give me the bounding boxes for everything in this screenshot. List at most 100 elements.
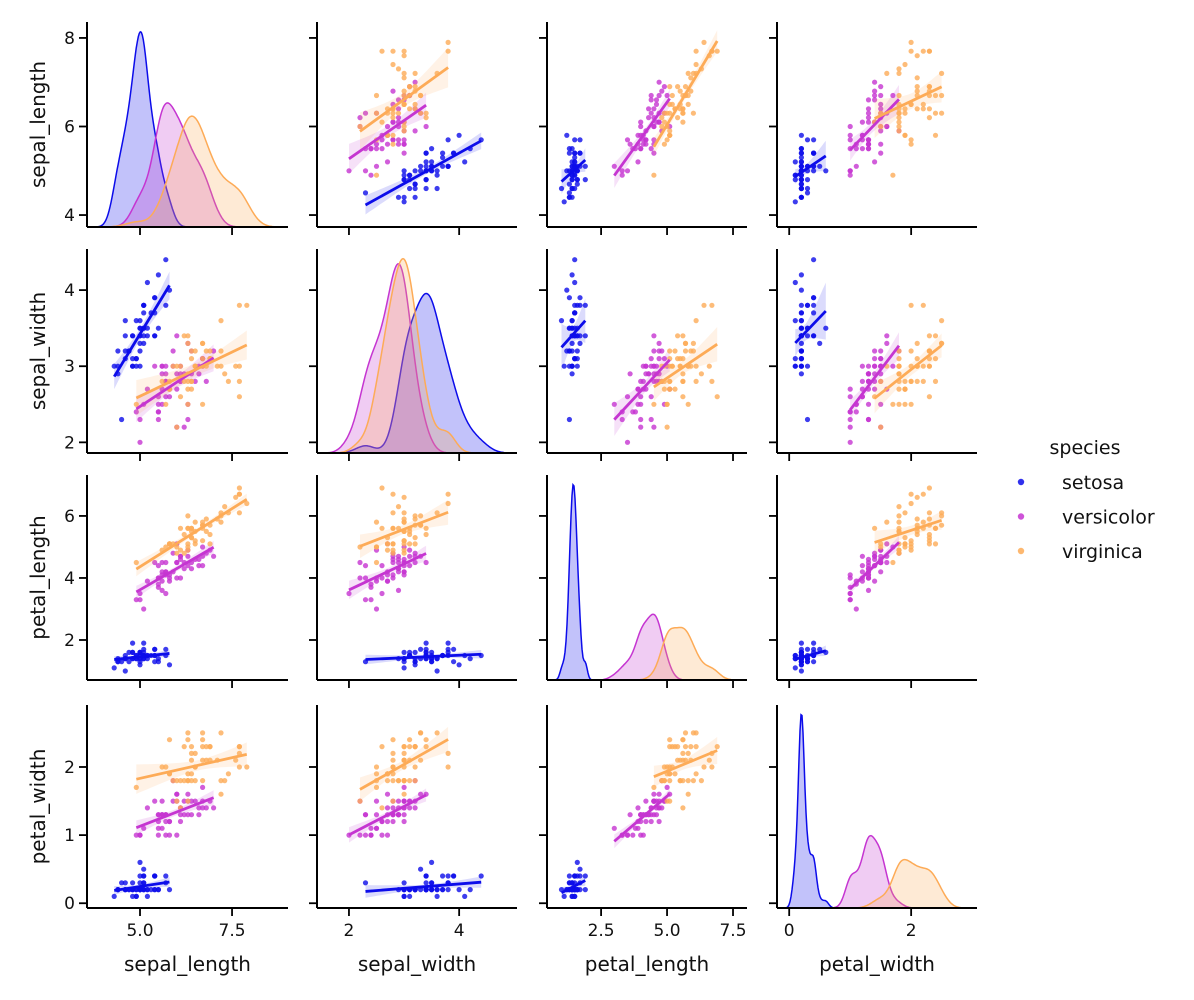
point — [401, 778, 407, 784]
point — [218, 730, 224, 736]
point — [920, 363, 926, 369]
point — [865, 146, 872, 152]
point — [177, 575, 184, 581]
point — [434, 185, 440, 192]
point — [196, 812, 202, 818]
y-tick-label: 4 — [64, 569, 75, 589]
point — [401, 168, 407, 174]
point — [896, 110, 902, 116]
point — [111, 363, 117, 369]
point — [878, 141, 884, 147]
point — [423, 159, 429, 165]
kde-line — [554, 482, 593, 681]
point — [680, 757, 686, 763]
point — [574, 302, 580, 308]
kde-line — [783, 713, 836, 909]
point — [218, 348, 224, 354]
point — [456, 132, 462, 138]
point — [163, 559, 169, 566]
point — [177, 547, 184, 553]
point — [823, 325, 829, 331]
point — [407, 106, 413, 112]
point — [141, 866, 147, 872]
point — [648, 416, 654, 423]
kde-area — [851, 859, 968, 908]
point — [896, 356, 902, 362]
point — [574, 348, 580, 354]
point — [680, 805, 686, 811]
point — [440, 154, 446, 161]
point — [412, 535, 418, 541]
kde-area — [94, 31, 190, 227]
point — [939, 318, 945, 324]
kde-area — [784, 714, 835, 908]
point — [163, 818, 169, 825]
point — [792, 318, 798, 324]
point — [896, 363, 902, 369]
point — [384, 578, 391, 584]
regression-line — [613, 358, 671, 421]
point — [418, 110, 424, 116]
point — [582, 873, 588, 879]
point — [884, 559, 890, 566]
y-tick-label: 2 — [64, 631, 75, 651]
point — [669, 744, 675, 750]
point — [569, 880, 575, 886]
point — [445, 137, 451, 143]
point — [412, 778, 418, 784]
point — [847, 439, 853, 445]
point — [878, 92, 884, 99]
point — [939, 92, 945, 99]
point — [395, 778, 402, 784]
point — [418, 163, 424, 169]
point — [203, 744, 209, 750]
point — [853, 409, 859, 415]
point — [395, 137, 402, 143]
point — [362, 110, 369, 116]
point — [635, 805, 641, 811]
point — [804, 363, 811, 369]
point — [445, 873, 451, 879]
point — [685, 70, 691, 76]
point — [192, 538, 198, 544]
point — [706, 757, 712, 763]
point — [611, 401, 617, 407]
point — [627, 141, 633, 147]
point — [373, 172, 380, 178]
point — [407, 563, 413, 569]
point — [896, 66, 902, 72]
regression-line — [365, 880, 482, 893]
point — [412, 550, 418, 556]
point — [141, 887, 147, 893]
point — [144, 279, 150, 286]
point — [667, 363, 673, 369]
point — [811, 150, 817, 156]
point — [675, 757, 681, 763]
point — [401, 791, 407, 797]
point — [155, 584, 161, 590]
y-axis-label: petal_length — [26, 515, 50, 639]
point — [896, 123, 902, 130]
point — [680, 378, 686, 384]
point — [200, 744, 206, 750]
point — [878, 424, 884, 430]
point — [174, 559, 180, 566]
point — [914, 53, 920, 59]
point — [643, 798, 649, 804]
point — [872, 92, 878, 99]
kde-line — [106, 102, 243, 228]
point — [823, 168, 829, 174]
point — [798, 150, 805, 156]
point — [407, 84, 413, 90]
point — [196, 805, 202, 811]
point — [429, 649, 435, 656]
point — [798, 318, 805, 324]
point — [218, 791, 224, 797]
regression-line — [135, 546, 215, 594]
point — [926, 115, 933, 121]
point — [412, 764, 418, 770]
point — [932, 541, 939, 547]
point — [896, 371, 902, 377]
point — [798, 371, 805, 377]
point — [914, 531, 920, 538]
